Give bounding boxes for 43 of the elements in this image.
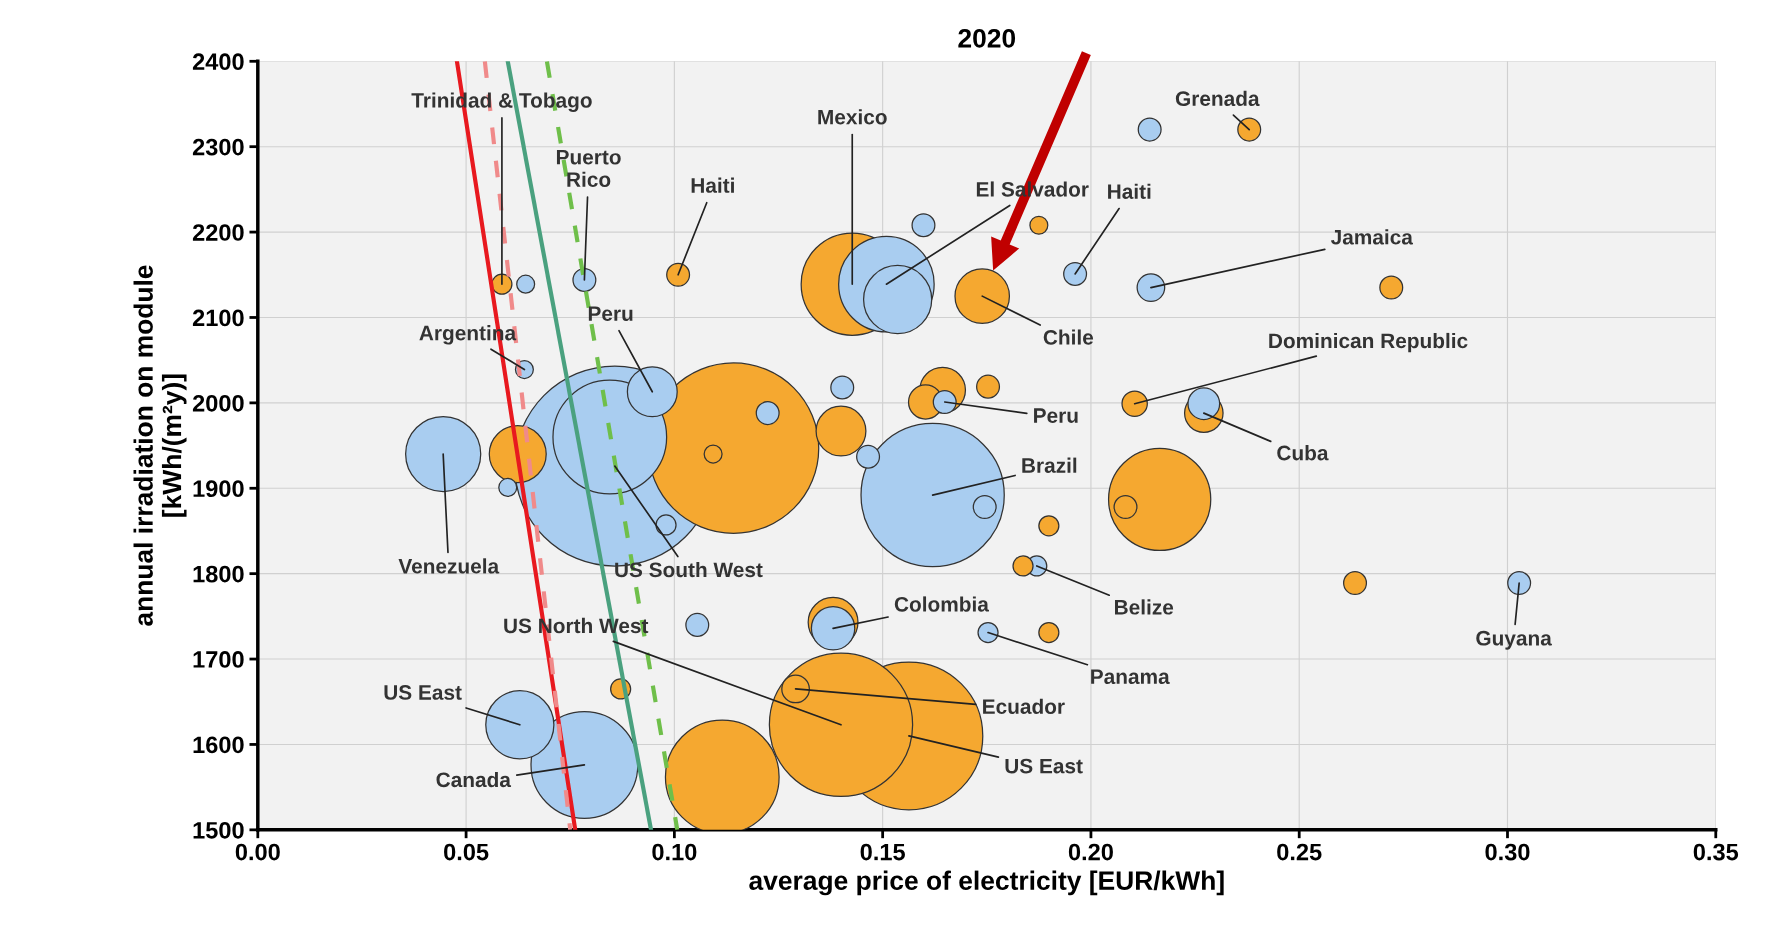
y-tick-label: 1800: [193, 565, 244, 583]
annotation: Brazil: [1022, 457, 1077, 473]
y-tick-label: 2200: [192, 224, 244, 241]
annotation: Peru: [1034, 408, 1078, 423]
y-tick-label: 1500: [193, 821, 244, 839]
y-tick-label: 1900: [193, 480, 244, 498]
annotation: Colombia: [894, 596, 989, 612]
y-tick-label: 2400: [192, 53, 244, 71]
y-axis-title: annual irradiation on module [kWh/(m²y)]: [133, 265, 187, 626]
x-tick-label: 0.15: [860, 843, 905, 861]
chart-title: 2020: [958, 28, 1016, 48]
annotation: Jamaica: [1330, 229, 1414, 245]
annotation: Panama: [1091, 669, 1170, 685]
annotation: Ecuador: [983, 698, 1065, 714]
annotation: Grenada: [1175, 90, 1260, 107]
annotation: Chile: [1043, 329, 1094, 345]
annotation: US East: [1005, 758, 1083, 774]
annotation: US East: [384, 685, 462, 700]
x-tick-label: 0.25: [1277, 843, 1322, 861]
annotation: Guyana: [1476, 630, 1552, 650]
y-tick-label: 2000: [192, 394, 244, 412]
annotation: Cuba: [1277, 445, 1329, 461]
x-tick-label: 0.35: [1693, 843, 1739, 861]
annotation: Haiti: [1108, 183, 1151, 199]
x-tick-label: 0.10: [652, 843, 697, 861]
annotation: Dominican Republic: [1269, 332, 1468, 353]
x-tick-label: 0.20: [1068, 843, 1113, 861]
y-tick-label: 1700: [193, 651, 244, 668]
x-tick-label: 0.05: [444, 843, 489, 861]
y-tick-label: 2100: [192, 309, 244, 327]
annotation: Venezuela: [398, 558, 500, 574]
x-tick-label: 0.30: [1485, 843, 1530, 861]
annotation: Peru: [588, 306, 633, 321]
y-tick-label: 2300: [192, 138, 244, 156]
annotation: Belize: [1115, 599, 1174, 615]
annotation: Canada: [436, 771, 512, 788]
annotation: Mexico: [818, 109, 887, 125]
annotation: Puerto Rico: [556, 150, 621, 187]
x-axis-title: average price of electricity [EUR/kWh]: [749, 870, 1224, 896]
x-tick-label: 0.00: [235, 843, 280, 861]
annotation: US South West: [615, 561, 763, 578]
annotation: Haiti: [691, 177, 734, 193]
y-tick-label: 1600: [193, 736, 244, 754]
